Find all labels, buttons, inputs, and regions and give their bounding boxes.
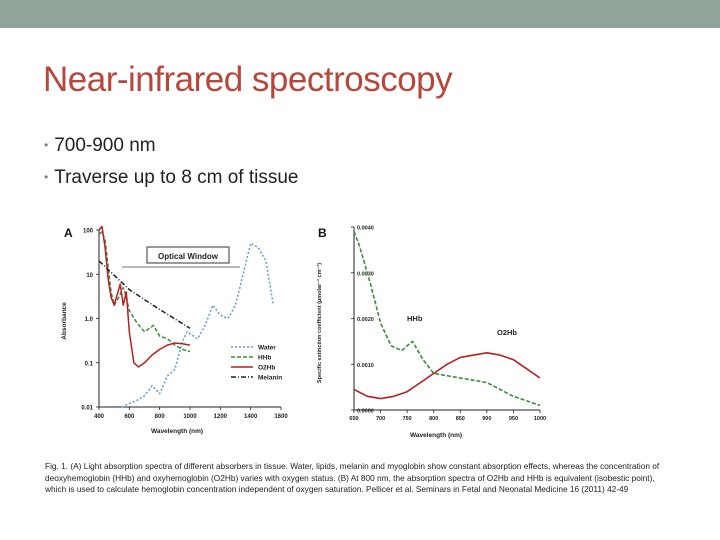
panel-a: A 0.01 0.1 1.0 10 100 400 600 800 1000 1200 1400 1… [61, 225, 288, 435]
panel-a-legend: Water HHb O2Hb Melanin [231, 345, 282, 382]
panel-b-x-tick-label: 1000 [534, 416, 546, 422]
panel-a-y-tick-label: 1.0 [85, 317, 94, 323]
panel-a-series [98, 225, 275, 408]
bullet-text: 700-900 nm [54, 135, 156, 156]
figure-caption: Fig. 1. (A) Light absorption spectra of … [45, 461, 660, 495]
bullet-icon: • [44, 138, 49, 152]
panel-a-x-tick-label: 1400 [244, 414, 258, 420]
panel-b-x-tick-label: 700 [376, 416, 385, 422]
panel-a-y-ticks: 0.01 0.1 1.0 10 100 [81, 229, 99, 412]
optical-window-label: Optical Window [158, 252, 219, 261]
panel-b-x-tick-label: 900 [482, 416, 491, 422]
panel-a-x-tick-label: 1600 [274, 414, 288, 420]
bullet-list: • 700-900 nm • Traverse up to 8 cm of tiss… [44, 132, 299, 196]
panel-a-legend-label: Melanin [258, 375, 282, 382]
panel-a-y-tick-label: 0.01 [81, 406, 93, 412]
panel-b-series-labels: HHb O2Hb [407, 314, 517, 337]
panel-a-legend-label: HHb [258, 355, 271, 362]
panel-b-y-tick-label: 0.0010 [357, 363, 374, 369]
panel-b-x-label: Wavelength (nm) [410, 432, 462, 439]
panel-b-label-o2hb: O2Hb [497, 328, 517, 337]
panel-a-label: A [64, 226, 73, 240]
panel-b-y-ticks: 0.0000 0.0010 0.0020 0.0030 0.0040 [351, 226, 374, 415]
optical-window-box [146, 246, 230, 264]
panel-a-y-tick-label: 0.1 [85, 361, 94, 367]
panel-a-series-water-line [121, 242, 275, 408]
slide-title: Near-infrared spectroscopy [43, 60, 453, 99]
bullet-text: Traverse up to 8 cm of tissue [54, 167, 299, 188]
panel-b: B 0.0000 0.0010 0.0020 0.0030 0.0040 650 700 7… [316, 226, 546, 440]
slide-top-bar [0, 0, 720, 28]
panel-a-legend-label: Water [258, 345, 276, 352]
panel-b-x-tick-label: 950 [509, 416, 518, 422]
panel-b-series-o2hb-line [353, 352, 541, 400]
panel-a-x-tick-label: 1000 [183, 414, 197, 420]
panel-a-series-o2hb-line [98, 225, 191, 368]
panel-b-series-hhb-line [353, 231, 541, 407]
panel-a-legend-label: O2Hb [258, 365, 275, 372]
panel-b-x-ticks: 650 700 750 800 850 900 950 1000 [349, 410, 546, 422]
panel-b-x-tick-label: 750 [403, 416, 412, 422]
panel-b-x-tick-label: 800 [429, 416, 438, 422]
panel-b-y-tick-label: 0.0030 [357, 271, 374, 277]
panel-a-x-tick-label: 400 [94, 414, 105, 420]
bullet-icon: • [44, 170, 49, 184]
panel-b-label: B [318, 226, 327, 240]
panel-a-x-ticks: 400 600 800 1000 1200 1400 1600 [94, 407, 288, 420]
panel-b-x-tick-label: 850 [456, 416, 465, 422]
panel-b-y-label: Specific extinction coefficient (μmolar⁻… [316, 263, 323, 383]
bullet-item: • 700-900 nm [44, 132, 299, 164]
panel-b-label-hhb: HHb [407, 314, 423, 323]
panel-a-y-tick-label: 10 [86, 273, 93, 279]
panel-a-x-label: Wavelength (nm) [151, 428, 203, 435]
absorption-spectra-figure: A 0.01 0.1 1.0 10 100 400 600 800 1000 1200 1400 1… [61, 225, 546, 440]
panel-b-series [353, 231, 541, 407]
panel-a-y-label: Absorbance [61, 302, 68, 340]
bullet-item: • Traverse up to 8 cm of tissue [44, 164, 299, 196]
panel-a-x-tick-label: 1200 [214, 414, 228, 420]
panel-a-series-melanin-line [98, 260, 191, 329]
panel-b-x-tick-label: 650 [349, 416, 358, 422]
panel-b-y-tick-label: 0.0040 [357, 226, 374, 232]
panel-a-y-tick-label: 100 [83, 229, 94, 235]
panel-b-y-tick-label: 0.0000 [357, 409, 374, 415]
panel-a-x-tick-label: 600 [124, 414, 135, 420]
panel-a-x-tick-label: 800 [155, 414, 166, 420]
panel-b-y-tick-label: 0.0020 [357, 317, 374, 323]
